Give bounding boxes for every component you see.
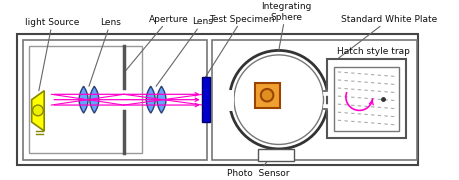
Text: Integrating
Sphere: Integrating Sphere — [260, 2, 310, 50]
Bar — [17, 34, 418, 165]
Bar — [326, 59, 405, 138]
Bar — [257, 149, 293, 161]
Circle shape — [33, 105, 43, 116]
Polygon shape — [157, 86, 166, 113]
Bar — [29, 46, 141, 153]
Polygon shape — [79, 86, 88, 113]
Polygon shape — [146, 86, 155, 113]
Circle shape — [229, 50, 327, 149]
Polygon shape — [32, 91, 44, 131]
Polygon shape — [90, 86, 99, 113]
Bar — [22, 40, 207, 160]
Text: Aperture: Aperture — [123, 15, 188, 73]
Text: Test Specimen: Test Specimen — [205, 15, 274, 77]
Text: Hatch style trap: Hatch style trap — [336, 47, 409, 56]
Bar — [254, 83, 279, 108]
Bar — [334, 67, 398, 131]
Circle shape — [260, 89, 273, 102]
Text: Photo  Sensor: Photo Sensor — [226, 161, 289, 178]
Text: Lens: Lens — [89, 18, 121, 86]
Text: light Source: light Source — [25, 18, 79, 91]
Circle shape — [234, 55, 323, 144]
Text: Lens: Lens — [156, 17, 213, 86]
Bar — [202, 77, 209, 122]
Bar — [212, 40, 416, 160]
Text: Standard White Plate: Standard White Plate — [336, 15, 437, 59]
